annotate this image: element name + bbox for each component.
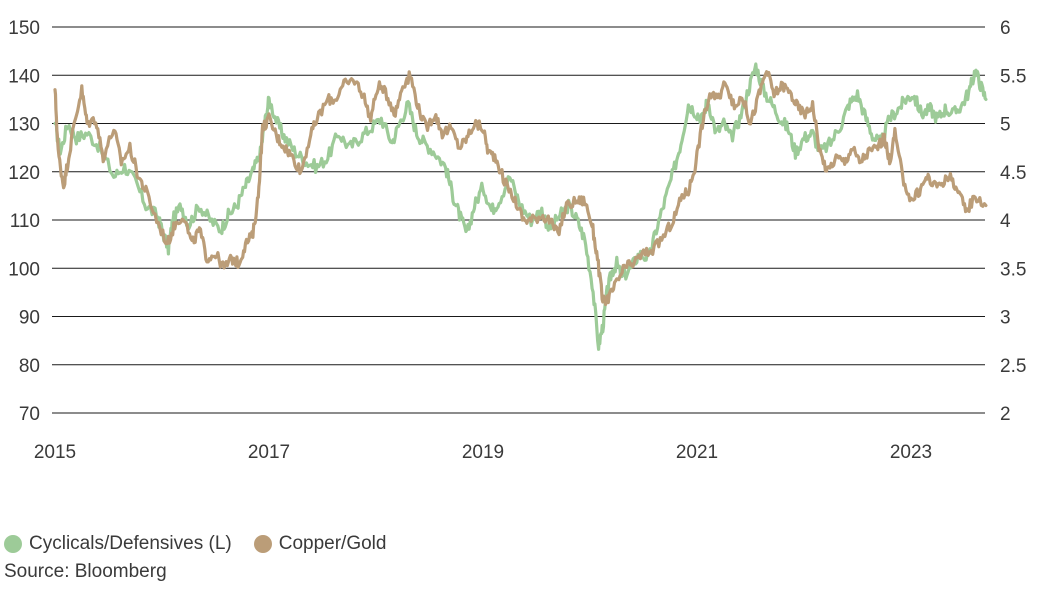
y-right-tick-label: 6 [1000, 18, 1011, 39]
y-right-tick-label: 3.5 [1000, 259, 1026, 280]
x-tick-label: 2017 [248, 442, 290, 463]
y-right-tick-label: 5.5 [1000, 66, 1026, 87]
y-right-tick-label: 2 [1000, 404, 1011, 425]
x-tick-label: 2023 [890, 442, 932, 463]
legend-label-copper-gold: Copper/Gold [278, 533, 387, 554]
legend-item-cyclicals-defensives: Cyclicals/Defensives (L) [4, 533, 232, 555]
y-right-tick-label: 5 [1000, 115, 1011, 136]
y-left-tick-label: 80 [19, 356, 40, 377]
y-left-tick-label: 130 [8, 115, 40, 136]
y-right-tick-label: 4 [1000, 211, 1011, 232]
series-lines [53, 62, 988, 351]
right-axis-ticks: 2 2.5 3 3.5 4 4.5 5 5.5 6 [1000, 18, 1026, 425]
source-note: Source: Bloomberg [4, 561, 167, 582]
x-axis-ticks: 2015 2017 2019 2021 2023 [34, 442, 932, 463]
x-tick-label: 2019 [462, 442, 504, 463]
y-left-tick-label: 100 [8, 259, 40, 280]
left-axis-ticks: 70 80 90 100 110 120 130 140 150 [8, 18, 40, 425]
dual-axis-line-chart: 70 80 90 100 110 120 130 140 150 2 2.5 3 3.5 4 4.5 5 5.… [8, 18, 1026, 463]
series-line-copper-gold [53, 70, 988, 307]
legend-item-copper-gold: Copper/Gold [253, 533, 387, 555]
y-right-tick-label: 3 [1000, 308, 1011, 329]
x-tick-label: 2015 [34, 442, 76, 463]
y-right-tick-label: 2.5 [1000, 356, 1026, 377]
y-left-tick-label: 110 [10, 211, 40, 232]
series-line-cyclicals-defensives [53, 62, 988, 351]
legend-swatch-cyclicals-defensives [4, 535, 22, 553]
y-right-tick-label: 4.5 [1000, 163, 1026, 184]
legend-label-cyclicals-defensives: Cyclicals/Defensives (L) [29, 533, 232, 554]
y-left-tick-label: 90 [19, 308, 40, 329]
y-left-tick-label: 140 [8, 66, 40, 87]
gridlines [52, 26, 985, 414]
legend: Cyclicals/Defensives (L) Copper/Gold [4, 533, 408, 555]
y-left-tick-label: 150 [8, 18, 40, 39]
y-left-tick-label: 120 [8, 163, 40, 184]
y-left-tick-label: 70 [19, 404, 40, 425]
legend-swatch-copper-gold [253, 535, 272, 553]
x-tick-label: 2021 [676, 442, 718, 463]
